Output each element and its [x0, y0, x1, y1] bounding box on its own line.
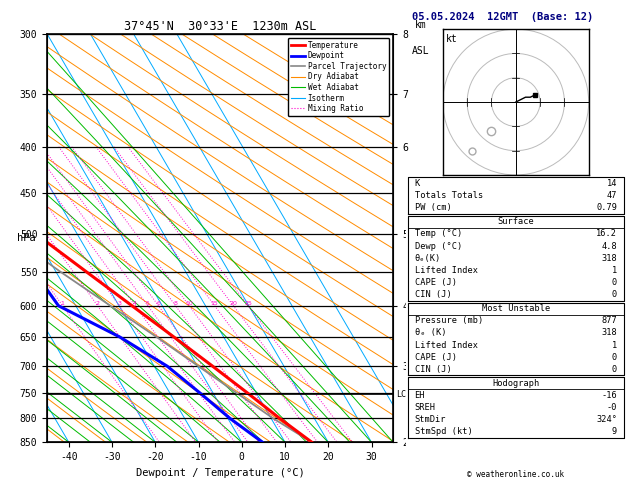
Text: CIN (J): CIN (J): [415, 290, 451, 299]
Text: 16.2: 16.2: [596, 229, 617, 239]
Text: -0: -0: [606, 403, 617, 412]
Text: Lifted Index: Lifted Index: [415, 341, 477, 349]
Text: CAPE (J): CAPE (J): [415, 278, 457, 287]
Text: 9: 9: [612, 427, 617, 436]
Text: Hodograph: Hodograph: [492, 379, 540, 388]
Legend: Temperature, Dewpoint, Parcel Trajectory, Dry Adiabat, Wet Adiabat, Isotherm, Mi: Temperature, Dewpoint, Parcel Trajectory…: [287, 38, 389, 116]
Text: Lifted Index: Lifted Index: [415, 266, 477, 275]
Text: 324°: 324°: [596, 415, 617, 424]
Title: 37°45'N  30°33'E  1230m ASL: 37°45'N 30°33'E 1230m ASL: [124, 20, 316, 33]
Text: 25: 25: [244, 301, 252, 306]
Text: 318: 318: [601, 329, 617, 337]
Text: 5: 5: [146, 301, 150, 306]
Text: 1: 1: [612, 266, 617, 275]
Text: kt: kt: [446, 34, 457, 44]
Text: 0: 0: [612, 290, 617, 299]
Text: 14: 14: [606, 179, 617, 188]
X-axis label: Dewpoint / Temperature (°C): Dewpoint / Temperature (°C): [136, 468, 304, 478]
Text: Mixing Ratio (g/kg): Mixing Ratio (g/kg): [475, 191, 484, 286]
Text: Most Unstable: Most Unstable: [482, 304, 550, 313]
Text: CAPE (J): CAPE (J): [415, 353, 457, 362]
Text: 4.8: 4.8: [601, 242, 617, 251]
Text: 4: 4: [133, 301, 137, 306]
Text: 3: 3: [117, 301, 121, 306]
Text: StmSpd (kt): StmSpd (kt): [415, 427, 472, 436]
Text: SREH: SREH: [415, 403, 435, 412]
Text: -16: -16: [601, 391, 617, 400]
Text: θₑ(K): θₑ(K): [415, 254, 441, 263]
Text: Pressure (mb): Pressure (mb): [415, 316, 483, 325]
Text: Dewp (°C): Dewp (°C): [415, 242, 462, 251]
Text: km: km: [415, 20, 426, 30]
Text: 877: 877: [601, 316, 617, 325]
Text: 318: 318: [601, 254, 617, 263]
Text: 10: 10: [186, 301, 193, 306]
Text: hPa: hPa: [17, 233, 36, 243]
Text: 0: 0: [612, 353, 617, 362]
Text: ASL: ASL: [412, 46, 430, 56]
Text: θₑ (K): θₑ (K): [415, 329, 446, 337]
Text: 1: 1: [612, 341, 617, 349]
Text: Surface: Surface: [498, 217, 534, 226]
Text: © weatheronline.co.uk: © weatheronline.co.uk: [467, 469, 564, 479]
Text: K: K: [415, 179, 420, 188]
Text: 05.05.2024  12GMT  (Base: 12): 05.05.2024 12GMT (Base: 12): [412, 12, 593, 22]
Text: LCL: LCL: [397, 390, 411, 399]
Text: 1: 1: [60, 301, 65, 306]
Text: 0: 0: [612, 365, 617, 374]
Text: CIN (J): CIN (J): [415, 365, 451, 374]
Text: 47: 47: [606, 191, 617, 200]
Text: Temp (°C): Temp (°C): [415, 229, 462, 239]
Text: PW (cm): PW (cm): [415, 203, 451, 212]
Text: 0: 0: [612, 278, 617, 287]
Text: EH: EH: [415, 391, 425, 400]
Text: 20: 20: [230, 301, 237, 306]
Text: 15: 15: [211, 301, 218, 306]
Text: StmDir: StmDir: [415, 415, 446, 424]
Text: 6: 6: [157, 301, 160, 306]
Text: 8: 8: [174, 301, 177, 306]
Text: Totals Totals: Totals Totals: [415, 191, 483, 200]
Text: 2: 2: [96, 301, 99, 306]
Text: 0.79: 0.79: [596, 203, 617, 212]
